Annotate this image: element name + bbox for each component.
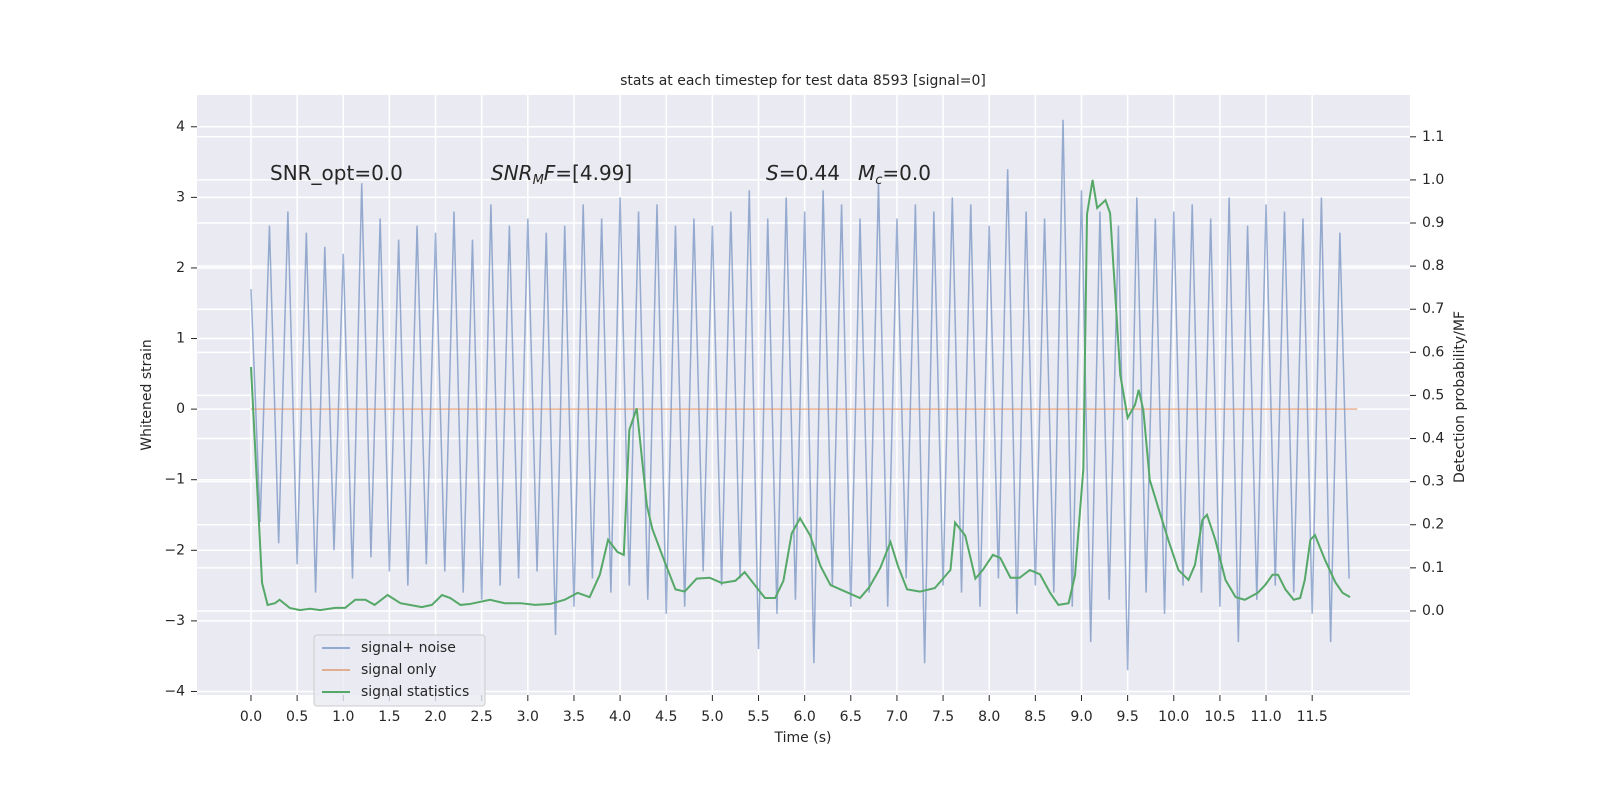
annotation-text: M: [858, 161, 875, 185]
legend-label: signal+ noise: [361, 640, 456, 656]
x-tick-label: 9.0: [1070, 709, 1092, 725]
y-tick-label: 0: [176, 401, 185, 417]
y2-tick-label: 0.1: [1422, 560, 1444, 576]
annotation-text: =[4.99]: [555, 161, 632, 185]
y2-tick-label: 0.2: [1422, 517, 1444, 533]
x-tick-label: 0.5: [286, 709, 308, 725]
x-tick-label: 1.5: [378, 709, 400, 725]
legend-label: signal only: [361, 662, 436, 678]
x-tick-label: 7.5: [932, 709, 954, 725]
x-tick-label: 11.5: [1297, 709, 1328, 725]
y2-tick-label: 0.3: [1422, 474, 1444, 490]
marks: [249, 119, 1358, 671]
x-tick-label: 2.0: [424, 709, 446, 725]
y-tick-label: 3: [176, 189, 185, 205]
y-tick-label: 2: [176, 260, 185, 276]
x-tick-label: 6.5: [840, 709, 862, 725]
series-line: [250, 119, 1350, 671]
y2-tick-label: 0.8: [1422, 258, 1444, 274]
y2-tick-label: 1.0: [1422, 172, 1444, 188]
annotation: S=0.44: [766, 161, 840, 185]
x-tick-label: 10.5: [1204, 709, 1235, 725]
y2-tick-label: 1.1: [1422, 129, 1444, 145]
x-tick-label: 10.0: [1158, 709, 1189, 725]
annotation: Mc=0.0: [858, 161, 931, 188]
x-tick-label: 4.0: [609, 709, 631, 725]
y2-tick-label: 0.5: [1422, 387, 1444, 403]
annotation: SNR_opt=0.0: [270, 161, 403, 185]
y2-axis-label: Detection probability/MF: [1452, 311, 1468, 483]
annotation-text: S: [766, 161, 779, 185]
y2-tick-label: 0.6: [1422, 344, 1444, 360]
annotation-text: =0.0: [882, 161, 931, 185]
y-tick-label: −1: [164, 472, 185, 488]
legend-box: [313, 634, 486, 707]
x-tick-label: 5.0: [701, 709, 723, 725]
x-tick-label: 8.5: [1024, 709, 1046, 725]
x-tick-label: 2.5: [471, 709, 493, 725]
y-tick-label: −3: [164, 613, 185, 629]
x-tick-label: 8.0: [978, 709, 1000, 725]
y-tick-label: −4: [164, 683, 185, 699]
axes: 0.0 0.5 1.0 1.5 2.0 2.5 3.0 3.5 4.0 4.5 5.0 5.5 6.0 6…: [164, 119, 1444, 725]
grid: [197, 95, 1410, 695]
x-tick-label: 3.5: [563, 709, 585, 725]
annotation-text: F: [544, 161, 556, 185]
annotation-text: SNR: [491, 161, 533, 185]
legend: signal+ noise signal only signal statistic…: [313, 634, 486, 707]
annotation-text: c: [875, 173, 882, 188]
y2-tick-label: 0.7: [1422, 301, 1444, 317]
x-tick-label: 6.0: [794, 709, 816, 725]
annotation-text: =0.44: [779, 161, 840, 185]
y2-tick-label: 0.9: [1422, 215, 1444, 231]
y-tick-label: 4: [176, 119, 185, 135]
y-tick-label: −2: [164, 542, 185, 558]
annotation-text: SNR_opt=0.0: [270, 161, 403, 185]
y-axis-label: Whitened strain: [139, 339, 155, 450]
y2-tick-label: 0.4: [1422, 431, 1444, 447]
x-tick-label: 9.5: [1116, 709, 1138, 725]
y2-tick-label: 0.0: [1422, 603, 1444, 619]
x-tick-label: 11.0: [1250, 709, 1281, 725]
x-tick-label: 0.0: [240, 709, 262, 725]
annotation: SNRMF=[4.99]: [491, 161, 632, 188]
x-tick-label: 3.0: [517, 709, 539, 725]
x-tick-label: 7.0: [886, 709, 908, 725]
x-tick-label: 5.5: [747, 709, 769, 725]
x-tick-label: 4.5: [655, 709, 677, 725]
legend-label: signal statistics: [361, 684, 469, 700]
x-tick-label: 1.0: [332, 709, 354, 725]
series-line: [249, 179, 1351, 612]
y-tick-label: 1: [176, 331, 185, 347]
annotation-text: M: [533, 173, 544, 188]
chart-title: stats at each timestep for test data 859…: [620, 73, 986, 89]
x-axis-label: Time (s): [774, 730, 832, 746]
